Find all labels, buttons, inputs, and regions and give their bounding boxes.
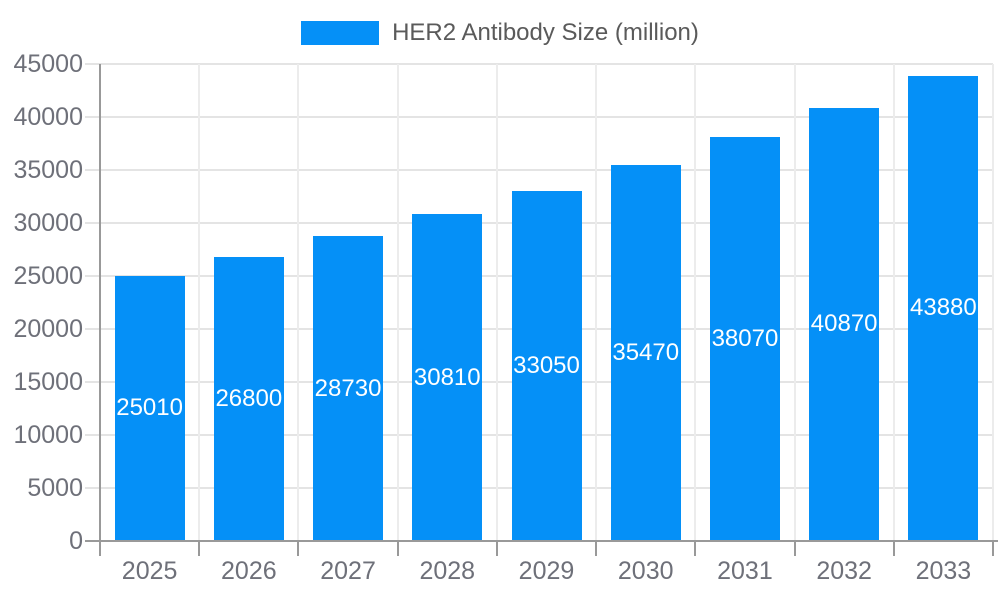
y-gridline <box>85 63 993 65</box>
y-axis-tick-label: 30000 <box>13 209 83 237</box>
x-axis-tick-label: 2025 <box>121 557 178 585</box>
y-axis-tick-label: 25000 <box>13 262 83 290</box>
x-gridline <box>396 64 399 541</box>
y-axis-line <box>99 64 101 556</box>
x-gridline <box>595 64 598 541</box>
x-axis-tick-label: 2032 <box>816 557 872 585</box>
legend-swatch-icon <box>301 21 380 45</box>
y-axis-tick-label: 0 <box>69 527 83 555</box>
bar-2025[interactable] <box>114 275 185 541</box>
x-axis-tick <box>297 541 300 556</box>
bar-value-label: 30810 <box>413 363 481 391</box>
x-axis-tick-label: 2031 <box>717 557 773 585</box>
x-gridline <box>694 64 697 541</box>
x-axis-tick <box>793 541 796 556</box>
bar-2031[interactable] <box>709 137 780 541</box>
bar-value-label: 33050 <box>513 351 580 379</box>
x-axis-tick-label: 2030 <box>617 557 674 585</box>
bar-2033[interactable] <box>908 75 979 541</box>
x-gridline <box>495 64 498 541</box>
y-axis-tick-label: 20000 <box>13 315 83 343</box>
x-axis-tick-label: 2033 <box>915 557 972 585</box>
legend[interactable]: HER2 Antibody Size (million) <box>0 20 1000 46</box>
bar-value-label: 40870 <box>810 310 878 338</box>
x-axis-line <box>85 540 998 542</box>
bar-value-label: 25010 <box>116 394 183 422</box>
bar-value-label: 35470 <box>612 339 680 366</box>
bar-2032[interactable] <box>809 107 880 541</box>
x-axis-tick <box>694 541 697 556</box>
y-axis-tick-label: 45000 <box>13 50 83 78</box>
bar-2028[interactable] <box>412 214 483 541</box>
x-axis-tick-label: 2026 <box>221 557 277 585</box>
x-gridline <box>297 64 300 541</box>
y-gridline <box>85 169 993 171</box>
x-gridline <box>198 64 201 541</box>
x-axis-tick-label: 2029 <box>518 557 575 585</box>
x-gridline <box>892 64 895 541</box>
y-axis-tick-label: 10000 <box>13 421 83 449</box>
bar-value-label: 38070 <box>711 325 779 353</box>
x-axis-tick <box>495 541 498 556</box>
bar-2030[interactable] <box>610 165 681 541</box>
y-axis-tick-label: 35000 <box>13 156 83 184</box>
x-gridline <box>793 64 796 541</box>
x-axis-tick <box>892 541 895 556</box>
y-axis-tick-label: 40000 <box>13 103 83 131</box>
x-axis-tick <box>396 541 399 556</box>
bar-value-label: 28730 <box>314 374 382 402</box>
x-gridline <box>992 64 994 541</box>
x-axis-tick <box>992 541 994 556</box>
x-axis-tick-label: 2028 <box>419 557 476 585</box>
bar-2029[interactable] <box>511 190 582 541</box>
y-axis-tick-label: 15000 <box>13 368 83 396</box>
bar-value-label: 26800 <box>215 384 283 412</box>
y-axis-tick-label: 5000 <box>27 474 83 502</box>
bar-value-label: 43880 <box>910 294 977 322</box>
x-axis-tick <box>198 541 201 556</box>
x-axis-tick-label: 2027 <box>320 557 376 585</box>
x-axis-tick <box>595 541 598 556</box>
bar-2027[interactable] <box>313 236 384 541</box>
bar-2026[interactable] <box>213 256 284 541</box>
legend-label: HER2 Antibody Size (million) <box>392 19 699 46</box>
y-gridline <box>85 116 993 118</box>
